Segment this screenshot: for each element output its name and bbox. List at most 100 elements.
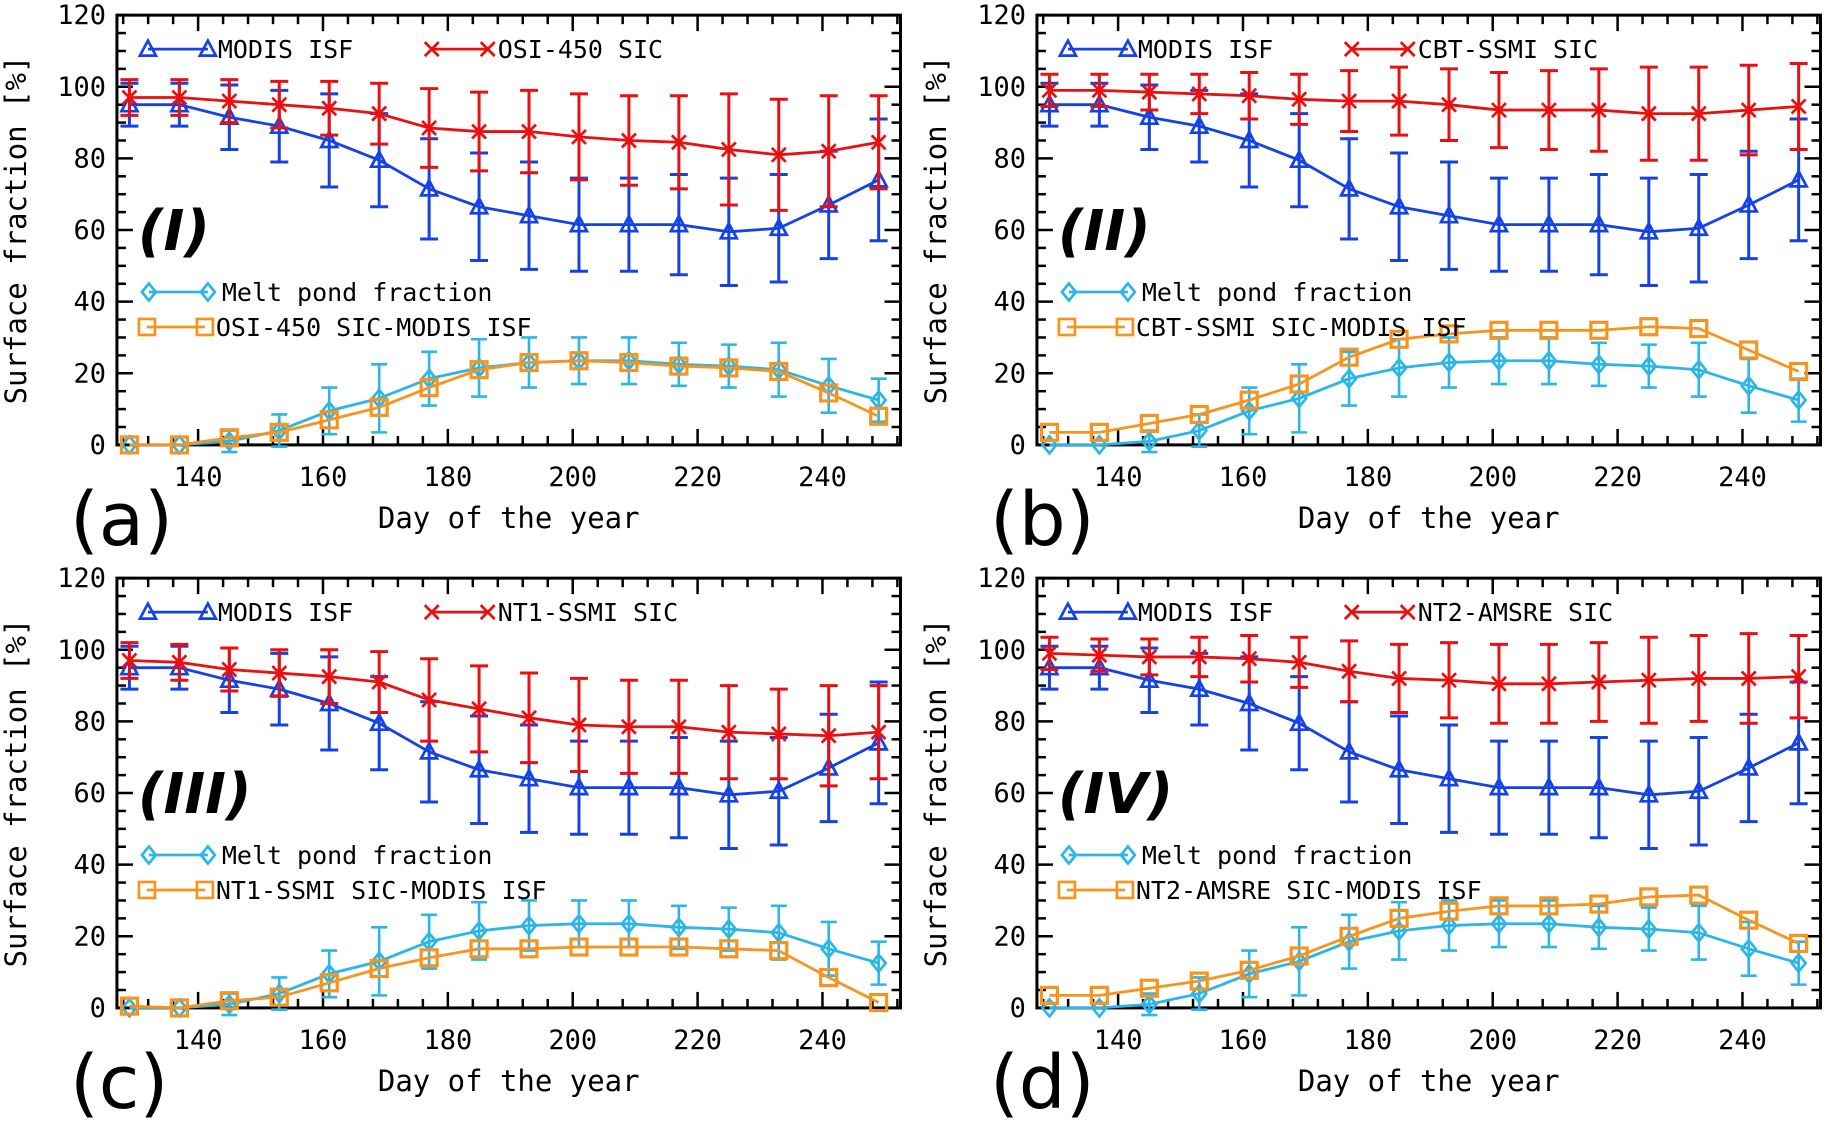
x-tick-label: 160 — [1218, 462, 1267, 493]
error-bars-modis-isf — [120, 81, 888, 288]
panel-numeral: (I) — [138, 199, 210, 264]
markers-nt2-amsre-sic — [1040, 645, 1807, 692]
legend-label: OSI-450 SIC-MODIS ISF — [216, 313, 532, 342]
y-tick-label: 20 — [993, 921, 1025, 952]
legend-label: Melt pond fraction — [1141, 841, 1412, 870]
x-tick-label: 160 — [299, 1025, 348, 1056]
panel-letter: (d) — [989, 1040, 1094, 1126]
markers-cbt-ssmi-sic-modis-isf — [1039, 317, 1808, 442]
legend-label: Melt pond fraction — [222, 841, 493, 870]
x-tick-label: 220 — [1593, 1025, 1642, 1056]
y-tick-label: 100 — [57, 635, 106, 666]
chart-panel-c: 0 20 40 60 80 100 120 140 160 180 200 220 240 Day of … — [0, 563, 903, 1126]
legend-osi-450-sic-modis-isf: OSI-450 SIC-MODIS ISF — [137, 313, 532, 342]
y-tick-label: 20 — [993, 358, 1025, 389]
tick-labels: 0 20 40 60 80 100 120 140 160 180 200 220 240 — [977, 563, 1767, 1056]
panel-c: 0 20 40 60 80 100 120 140 160 180 200 220 240 Day of … — [0, 563, 920, 1126]
legend-osi-450-sic: OSI-450 SIC — [423, 35, 663, 64]
x-tick-label: 220 — [673, 462, 722, 493]
chart-panel-b: 0 20 40 60 80 100 120 140 160 180 200 220 240 Day of … — [920, 0, 1822, 563]
chart-panel-a: 0 20 40 60 80 100 120 140 160 180 200 220 240 Day of … — [0, 0, 903, 563]
series-cbt-ssmi-sic — [1039, 61, 1808, 162]
x-tick-label: 140 — [1093, 1025, 1142, 1056]
legend-label: MODIS ISF — [218, 35, 353, 64]
x-tick-label: 180 — [1343, 1025, 1392, 1056]
legend-label: NT1-SSMI SIC-MODIS ISF — [216, 876, 547, 905]
chart-panel-d: 0 20 40 60 80 100 120 140 160 180 200 220 240 Day of … — [920, 563, 1822, 1126]
x-tick-label: 160 — [1218, 1025, 1267, 1056]
y-tick-label: 120 — [977, 563, 1026, 594]
line-osi-450-sic — [129, 96, 879, 157]
markers-melt-pond-fraction — [1040, 350, 1807, 456]
tick-labels: 0 20 40 60 80 100 120 140 160 180 200 220 240 — [57, 563, 847, 1056]
legend-modis-isf: MODIS ISF — [137, 598, 353, 627]
line-osi-450-sic-modis-isf — [129, 359, 880, 447]
series-modis-isf — [119, 81, 889, 288]
tick-labels: 0 20 40 60 80 100 120 140 160 180 200 220 240 — [57, 0, 847, 493]
x-tick-label: 200 — [1468, 462, 1517, 493]
y-axis-title: Surface fraction [%] — [920, 56, 953, 405]
x-tick-label: 240 — [1718, 1025, 1767, 1056]
line-melt-pond-fraction — [129, 922, 880, 1010]
plot-frame — [1034, 13, 1822, 447]
y-tick-label: 120 — [57, 563, 106, 594]
legend-nt2-amsre-sic: NT2-AMSRE SIC — [1343, 598, 1613, 627]
line-melt-pond-fraction — [129, 359, 880, 447]
series-melt-pond-fraction — [1040, 336, 1807, 456]
legend-label: NT2-AMSRE SIC — [1417, 598, 1612, 627]
legend-melt-pond-fraction: Melt pond fraction — [140, 841, 493, 870]
axis-ticks — [1036, 576, 1821, 1010]
x-tick-label: 220 — [673, 1025, 722, 1056]
line-nt1-ssmi-sic — [129, 659, 879, 738]
series-osi-450-sic-modis-isf — [119, 351, 889, 455]
x-tick-label: 220 — [1593, 462, 1642, 493]
line-nt2-amsre-sic-modis-isf — [1048, 893, 1799, 997]
line-cbt-ssmi-sic-modis-isf — [1048, 325, 1799, 434]
panel-letter: (c) — [70, 1040, 168, 1126]
legend-modis-isf: MODIS ISF — [137, 35, 353, 64]
y-tick-label: 60 — [73, 778, 105, 809]
y-tick-label: 100 — [977, 635, 1026, 666]
plot-frame — [1034, 576, 1822, 1010]
markers-cbt-ssmi-sic — [1040, 82, 1807, 122]
markers-modis-isf — [1038, 93, 1809, 240]
series-nt2-amsre-sic — [1039, 632, 1808, 725]
x-tick-label: 180 — [423, 1025, 472, 1056]
y-tick-label: 60 — [993, 215, 1025, 246]
markers-modis-isf — [1038, 656, 1809, 803]
y-tick-label: 40 — [73, 850, 105, 881]
x-tick-label: 140 — [174, 462, 223, 493]
y-tick-label: 20 — [73, 358, 105, 389]
y-tick-label: 40 — [73, 287, 105, 318]
legend-label: NT2-AMSRE SIC-MODIS ISF — [1135, 876, 1481, 905]
markers-nt1-ssmi-sic — [121, 652, 887, 744]
markers-osi-450-sic — [121, 89, 887, 163]
error-bars-nt1-ssmi-sic — [120, 641, 888, 788]
legend-label: Melt pond fraction — [1141, 278, 1412, 307]
panel-d: 0 20 40 60 80 100 120 140 160 180 200 220 240 Day of … — [920, 563, 1839, 1126]
legend-nt1-ssmi-sic: NT1-SSMI SIC — [423, 598, 678, 627]
legend-cbt-ssmi-sic-modis-isf: CBT-SSMI SIC-MODIS ISF — [1057, 313, 1466, 342]
series-melt-pond-fraction — [1040, 899, 1807, 1019]
y-tick-label: 60 — [993, 778, 1025, 809]
legend-label: Melt pond fraction — [222, 278, 493, 307]
panel-a: 0 20 40 60 80 100 120 140 160 180 200 220 240 Day of … — [0, 0, 920, 563]
markers-nt2-amsre-sic-modis-isf — [1039, 885, 1808, 1005]
y-tick-label: 120 — [977, 0, 1026, 31]
y-tick-label: 0 — [1009, 430, 1025, 461]
line-melt-pond-fraction — [1048, 922, 1799, 1010]
error-bars-cbt-ssmi-sic — [1039, 61, 1808, 162]
legend-label: MODIS ISF — [1137, 598, 1272, 627]
legend-nt1-ssmi-sic-modis-isf: NT1-SSMI SIC-MODIS ISF — [137, 876, 547, 905]
x-tick-label: 180 — [423, 462, 472, 493]
y-tick-label: 80 — [993, 143, 1025, 174]
legend-nt2-amsre-sic-modis-isf: NT2-AMSRE SIC-MODIS ISF — [1057, 876, 1481, 905]
x-tick-label: 200 — [1468, 1025, 1517, 1056]
legend-modis-isf: MODIS ISF — [1057, 598, 1273, 627]
x-tick-label: 240 — [798, 462, 847, 493]
error-bars-osi-450-sic — [120, 78, 888, 212]
series-nt2-amsre-sic-modis-isf — [1039, 885, 1808, 1005]
error-bars-melt-pond-fraction — [221, 336, 887, 454]
tick-labels: 0 20 40 60 80 100 120 140 160 180 200 220 240 — [977, 0, 1767, 493]
